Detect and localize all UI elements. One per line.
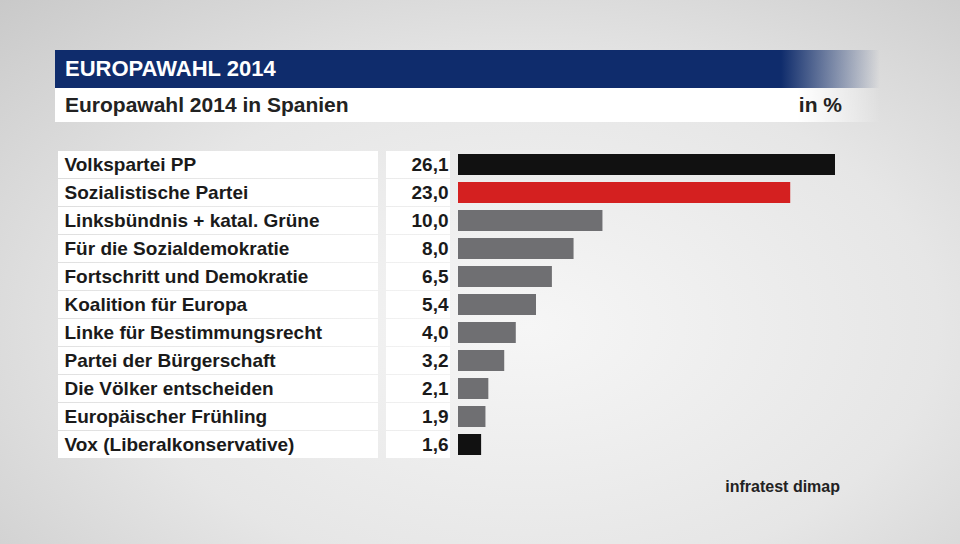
html-text:infratest dimap: infratest dimap xyxy=(725,478,840,495)
svg-text:Vox (Liberalkonservative): Vox (Liberalkonservative) xyxy=(65,434,295,455)
svg-text:Volkspartei PP: Volkspartei PP xyxy=(65,154,197,175)
svg-text:4,0: 4,0 xyxy=(422,322,448,343)
svg-text:3,2: 3,2 xyxy=(422,350,448,371)
svg-text:Europäischer Frühling: Europäischer Frühling xyxy=(65,406,268,427)
svg-text:5,4: 5,4 xyxy=(422,294,449,315)
html-text:in %: in % xyxy=(798,93,842,116)
svg-text:2,1: 2,1 xyxy=(422,378,449,399)
svg-text:1,9: 1,9 xyxy=(422,406,448,427)
svg-text:Für die Sozialdemokratie: Für die Sozialdemokratie xyxy=(65,238,290,259)
svg-text:Partei der Bürgerschaft: Partei der Bürgerschaft xyxy=(65,350,277,371)
svg-text:Die Völker entscheiden: Die Völker entscheiden xyxy=(65,378,274,399)
html-text:EUROPAWAHL 2014: EUROPAWAHL 2014 xyxy=(65,56,276,81)
svg-text:Sozialistische Partei: Sozialistische Partei xyxy=(65,182,249,203)
svg-text:1,6: 1,6 xyxy=(422,434,448,455)
svg-text:10,0: 10,0 xyxy=(412,210,449,231)
svg-text:6,5: 6,5 xyxy=(422,266,449,287)
svg-text:Koalition für Europa: Koalition für Europa xyxy=(65,294,248,315)
svg-text:Fortschritt und Demokratie: Fortschritt und Demokratie xyxy=(65,266,309,287)
svg-text:Linke für Bestimmungsrecht: Linke für Bestimmungsrecht xyxy=(65,322,323,343)
svg-text:26,1: 26,1 xyxy=(412,154,449,175)
html-text:Europawahl 2014 in Spanien: Europawahl 2014 in Spanien xyxy=(65,93,349,116)
svg-text:23,0: 23,0 xyxy=(412,182,449,203)
svg-text:8,0: 8,0 xyxy=(422,238,448,259)
svg-text:Linksbündnis + katal. Grüne: Linksbündnis + katal. Grüne xyxy=(65,210,320,231)
